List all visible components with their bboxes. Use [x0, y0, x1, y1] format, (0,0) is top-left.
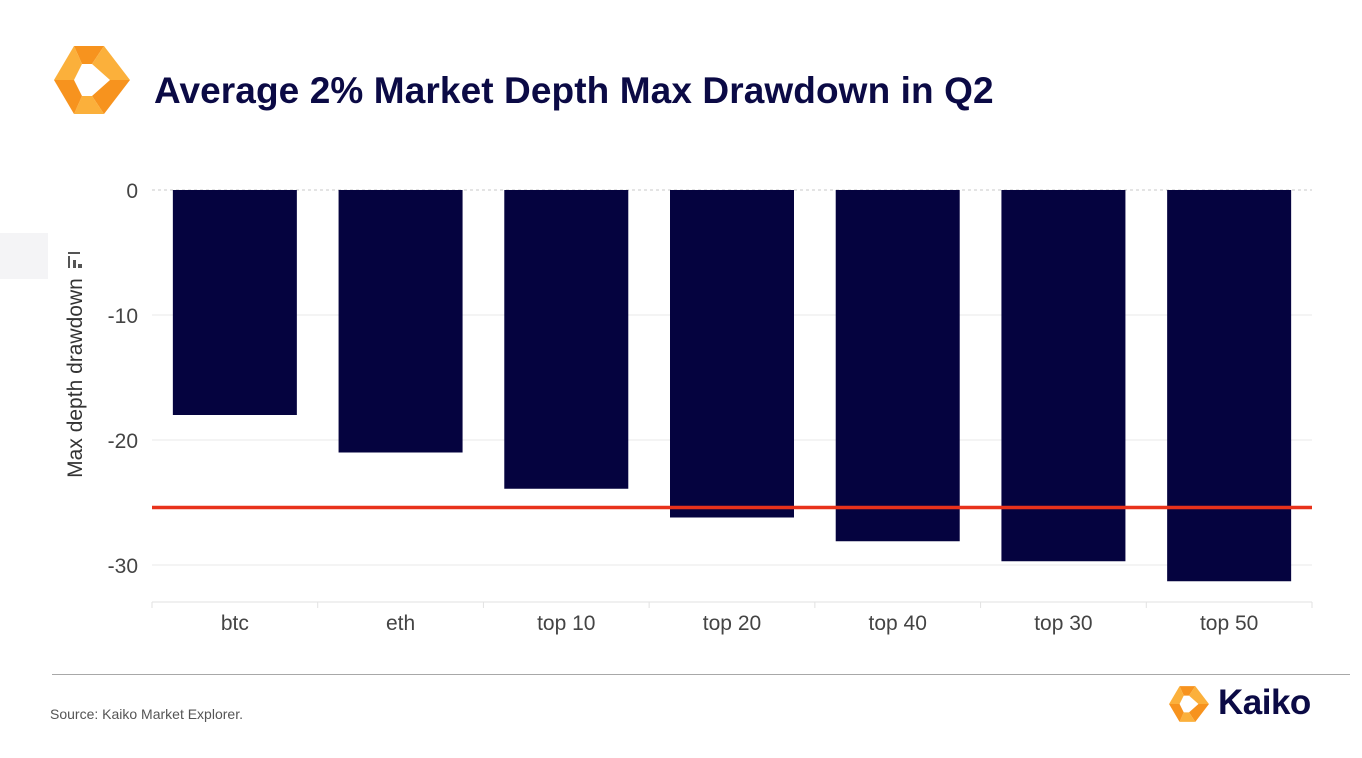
x-tick-label: btc — [221, 612, 249, 635]
bar-top-50 — [1167, 190, 1292, 582]
x-tick-label: top 30 — [1034, 612, 1092, 635]
bar-btc — [172, 190, 297, 415]
footer-divider — [52, 674, 1350, 675]
y-axis-label: Max depth drawdown — [64, 278, 87, 478]
source-note: Source: Kaiko Market Explorer. — [50, 706, 243, 722]
kaiko-logo-icon — [1169, 686, 1209, 722]
x-tick-label: top 40 — [869, 612, 927, 635]
bar-top-20 — [670, 190, 794, 518]
bar-top-30 — [1001, 190, 1126, 562]
chart-title: Average 2% Market Depth Max Drawdown in … — [154, 70, 994, 111]
x-tick-label: eth — [386, 612, 415, 635]
y-tick-label: 0 — [126, 180, 138, 203]
y-tick-label: -30 — [108, 555, 138, 578]
side-panel-tab[interactable] — [0, 233, 48, 279]
y-tick-label: -10 — [108, 305, 138, 328]
bar-eth — [338, 190, 463, 453]
x-tick-label: top 20 — [703, 612, 761, 635]
x-tick-label: top 10 — [537, 612, 595, 635]
bar-top-10 — [504, 190, 629, 489]
brand-logo: Kaiko — [1168, 682, 1324, 726]
brand-name: Kaiko — [1218, 683, 1311, 722]
bar-top-40 — [835, 190, 960, 542]
sort-icon[interactable] — [67, 250, 87, 270]
kaiko-logo-icon — [54, 46, 130, 114]
x-tick-label: top 50 — [1200, 612, 1258, 635]
y-tick-label: -20 — [108, 430, 138, 453]
